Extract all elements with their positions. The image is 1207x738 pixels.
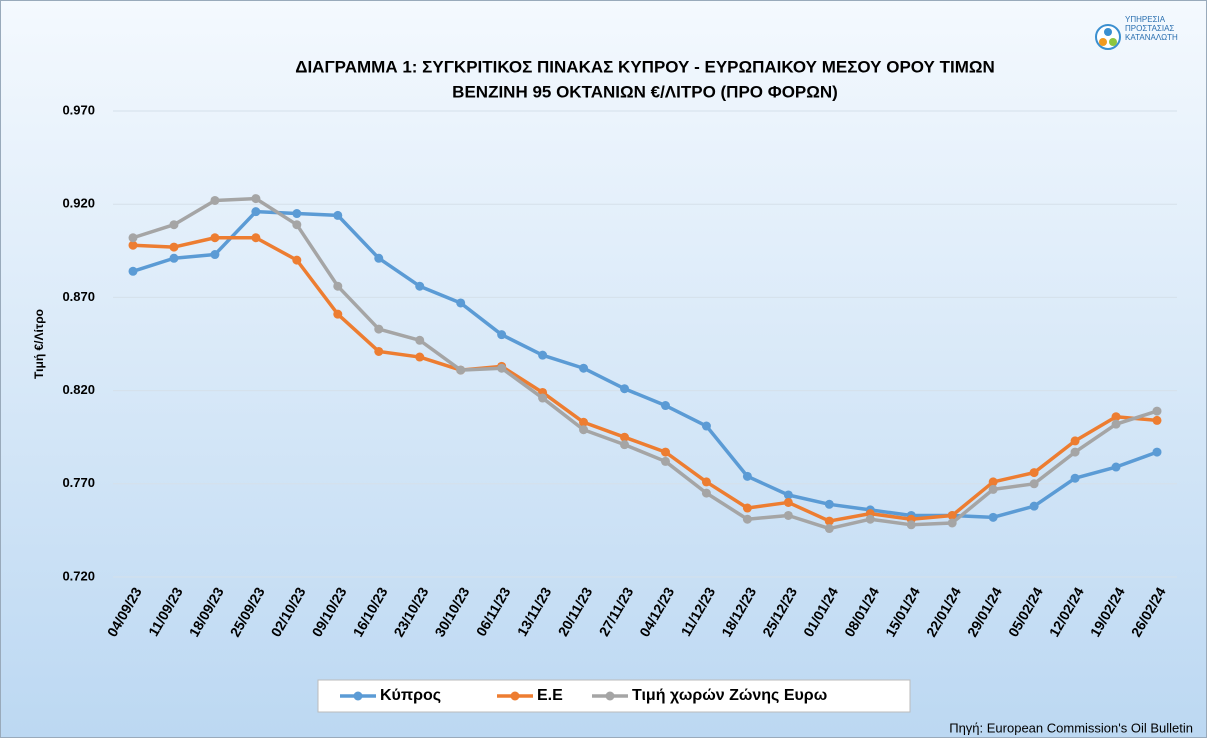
data-point [210, 195, 220, 205]
data-point [210, 250, 220, 260]
data-point [415, 352, 425, 362]
y-tick-label: 0.920 [62, 196, 95, 211]
data-point [497, 330, 507, 340]
data-point [1029, 501, 1039, 511]
data-point [415, 281, 425, 291]
data-point [374, 324, 384, 334]
data-point [456, 298, 466, 308]
y-tick-label: 0.720 [62, 568, 95, 583]
data-point [947, 510, 957, 520]
data-point [169, 242, 179, 252]
legend-label: Τιμή χωρών Ζώνης Ευρω [632, 687, 827, 704]
data-point [620, 440, 630, 450]
logo-icon [1109, 38, 1117, 46]
data-point [538, 350, 548, 360]
legend-swatch [353, 691, 363, 701]
data-point [701, 421, 711, 431]
data-point [988, 512, 998, 522]
data-point [374, 253, 384, 263]
data-point [1070, 436, 1080, 446]
data-point [742, 503, 752, 513]
data-point [579, 425, 589, 435]
data-point [742, 471, 752, 481]
logo-text: ΠΡΟΣΤΑΣΙΑΣ [1125, 24, 1174, 33]
data-point [742, 514, 752, 524]
data-point [1111, 462, 1121, 472]
series-line [132, 196, 1158, 531]
data-point [660, 447, 670, 457]
data-point [988, 484, 998, 494]
data-point [1070, 447, 1080, 457]
data-point [620, 384, 630, 394]
chart-title: ΔΙΑΓΡΑΜΜΑ 1: ΣΥΓΚΡΙΤΙΚΟΣ ΠΙΝΑΚΑΣ ΚΥΠΡΟΥ … [295, 57, 995, 76]
data-point [660, 401, 670, 411]
legend-swatch [510, 691, 520, 701]
series-line [132, 236, 1158, 523]
data-point [210, 233, 220, 243]
data-point [701, 488, 711, 498]
logo: ΥΠΗΡΕΣΙΑ ΠΡΟΣΤΑΣΙΑΣ ΚΑΤΑΝΑΛΩΤΗ [1095, 15, 1178, 50]
legend-swatch [605, 691, 615, 701]
data-point [783, 490, 793, 500]
data-point [824, 524, 834, 534]
data-point [251, 207, 261, 217]
data-point [1152, 415, 1162, 425]
data-point [660, 456, 670, 466]
data-point [251, 194, 261, 204]
data-point [701, 477, 711, 487]
logo-icon [1104, 28, 1112, 36]
data-point [251, 233, 261, 243]
data-point [988, 477, 998, 487]
data-point [865, 514, 875, 524]
legend-label: Ε.Ε [537, 687, 563, 704]
data-point [169, 220, 179, 230]
data-point [783, 497, 793, 507]
legend-label: Κύπρος [380, 687, 441, 704]
logo-text: ΥΠΗΡΕΣΙΑ [1125, 15, 1166, 24]
data-point [579, 417, 589, 427]
data-point [824, 516, 834, 526]
series-line [132, 209, 1158, 520]
data-point [128, 233, 138, 243]
data-point [333, 281, 343, 291]
data-point [947, 518, 957, 528]
data-point [1111, 412, 1121, 422]
data-point [1029, 479, 1039, 489]
data-point [824, 499, 834, 509]
chart-title: ΒΕΝΖΙΝΗ 95 ΟΚΤΑΝΙΩΝ €/ΛΙΤΡΟ (ΠΡΟ ΦΟΡΩΝ) [452, 82, 838, 101]
data-point [1029, 468, 1039, 478]
y-tick-label: 0.770 [62, 475, 95, 490]
data-point [128, 266, 138, 276]
data-point [1111, 419, 1121, 429]
y-tick-label: 0.870 [62, 289, 95, 304]
data-point [169, 253, 179, 263]
y-axis-label: Τιμή €/Λίτρο [32, 309, 46, 379]
data-point [374, 346, 384, 356]
data-point [333, 210, 343, 220]
data-point [1152, 406, 1162, 416]
source: Πηγή: European Commission's Oil Bulletin [949, 720, 1193, 735]
logo-text: ΚΑΤΑΝΑΛΩΤΗ [1125, 33, 1178, 42]
data-point [579, 363, 589, 373]
data-point [292, 220, 302, 230]
data-point [1070, 473, 1080, 483]
data-point [1152, 447, 1162, 457]
data-point [906, 520, 916, 530]
data-point [128, 240, 138, 250]
logo-icon [1099, 38, 1107, 46]
data-point [292, 255, 302, 265]
data-point [456, 365, 466, 375]
data-point [783, 510, 793, 520]
data-point [538, 393, 548, 403]
y-tick-label: 0.820 [62, 382, 95, 397]
data-point [497, 363, 507, 373]
y-tick-label: 0.970 [62, 102, 95, 117]
data-point [415, 335, 425, 345]
data-point [333, 309, 343, 319]
data-point [620, 432, 630, 442]
data-point [292, 209, 302, 219]
